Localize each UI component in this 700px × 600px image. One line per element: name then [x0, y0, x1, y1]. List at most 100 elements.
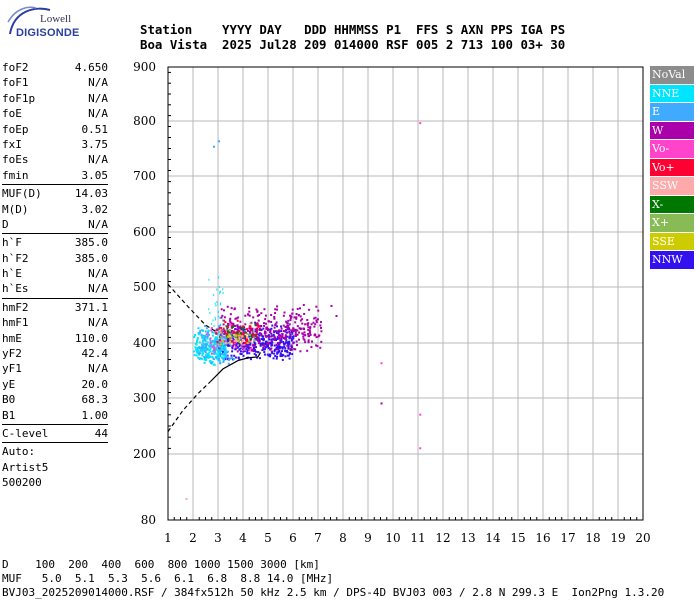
param-value: N/A [88, 76, 108, 90]
echo-point-e [199, 331, 202, 334]
echo-point-w [281, 334, 284, 337]
echo-point-nnw [274, 354, 277, 357]
echo-point-e [222, 360, 225, 363]
param-name: foE [2, 107, 22, 121]
x-tick-label: 11 [410, 531, 425, 545]
echo-point-nne [215, 336, 218, 339]
echo-point-nne [195, 354, 198, 357]
echo-point-e [225, 354, 228, 357]
echo-point-w [281, 336, 284, 339]
echo-point-w [296, 333, 299, 336]
echo-point-nnw [271, 352, 274, 355]
echo-point-nne [223, 354, 226, 357]
echo-point-w [229, 313, 232, 316]
echo-point-w [292, 327, 295, 330]
echo-point-nnw [246, 346, 249, 349]
echo-point-nnw [246, 350, 249, 353]
echo-point-nnw [270, 332, 273, 335]
param-value: 68.3 [81, 393, 109, 407]
echo-point-nnw [285, 339, 288, 342]
echo-point-nnw [286, 351, 289, 354]
echo-point-ssw [224, 342, 227, 345]
echo-point-w [309, 332, 312, 335]
echo-point-nnw [233, 331, 236, 334]
echo-point-nne [204, 340, 207, 343]
echo-point-w [284, 337, 287, 340]
echo-point-w [266, 327, 269, 330]
echo-point-w [316, 345, 319, 348]
echo-point-nnw [239, 350, 242, 353]
echo-point-vo- [231, 340, 234, 343]
echo-point-nnw [253, 342, 256, 345]
param-row: yF1 N/A [2, 361, 108, 376]
echo-point-nnw [273, 352, 276, 355]
echo-point-w [273, 316, 276, 319]
y-tick-label: 900 [133, 60, 156, 74]
echo-point-nne [224, 345, 227, 348]
echo-point-e [206, 335, 209, 338]
echo-point-e [198, 352, 201, 355]
echo-point-vo- [216, 344, 219, 347]
x-tick-label: 14 [485, 531, 501, 545]
echo-point-nnw [224, 358, 227, 361]
echo-point-nne [214, 302, 216, 305]
echo-point-nne [215, 304, 217, 307]
echo-point-x- [250, 335, 253, 338]
echo-point-nne [222, 288, 224, 291]
param-name: fxI [2, 137, 22, 151]
echo-point-nnw [288, 353, 291, 356]
echo-point-w [218, 326, 221, 329]
echo-point-nnw [291, 332, 294, 335]
echo-point-w [277, 334, 280, 337]
echo-point-w [263, 324, 266, 327]
echo-point-vo- [235, 332, 238, 335]
echo-point-nne [205, 346, 208, 349]
echo-point-w [289, 347, 292, 350]
echo-point-w [308, 329, 311, 332]
echo-point-w [290, 329, 293, 332]
param-value: 14.03 [74, 187, 108, 201]
echo-point-nnw [231, 350, 234, 353]
echo-point-nnw [292, 337, 295, 340]
echo-point-nnw [262, 338, 265, 341]
echo-point-nnw [285, 329, 288, 332]
echo-point-nnw [275, 325, 278, 328]
echo-point-nne [209, 311, 211, 314]
echo-point-e [204, 350, 207, 353]
echo-point-w [297, 314, 300, 317]
param-name: h`Es [2, 282, 29, 296]
x-tick-label: 18 [585, 531, 600, 545]
echo-point-nnw [268, 338, 271, 341]
header-labels: Station YYYY DAY DDD HHMMSS P1 FFS S AXN… [140, 22, 566, 37]
echo-point-x- [228, 331, 231, 334]
x-tick-label: 7 [314, 531, 322, 545]
legend-item-nne: NNE [650, 84, 694, 102]
echo-point-vo- [236, 319, 239, 322]
echo-point-nne [208, 360, 211, 363]
echo-point-nnw [246, 352, 249, 355]
echo-point-x- [219, 335, 222, 338]
echo-point-w [277, 336, 280, 339]
echo-point-nnw [286, 354, 289, 357]
legend-item-vo-: Vo- [650, 140, 694, 158]
echo-point-nne [222, 292, 224, 295]
param-row: h`F 385.0 [2, 235, 108, 250]
echo-point-vo- [222, 327, 225, 330]
echo-point-w [298, 331, 301, 334]
param-row: foF2 4.650 [2, 60, 108, 75]
echo-point-vo- [256, 328, 259, 331]
echo-point-w [236, 324, 239, 327]
echo-point-w [306, 322, 309, 325]
echo-point-nnw [249, 342, 252, 345]
isolated-echo-point [380, 362, 383, 365]
echo-point-nnw [270, 338, 273, 341]
echo-point-nne [206, 341, 209, 344]
echo-point-nnw [247, 348, 250, 351]
echo-point-nnw [277, 345, 280, 348]
echo-point-w [272, 330, 275, 333]
echo-point-nne [216, 355, 219, 358]
echo-point-vo- [223, 336, 226, 339]
echo-point-w [223, 309, 226, 312]
isolated-echo-point [380, 402, 383, 405]
echo-point-w [294, 321, 297, 324]
